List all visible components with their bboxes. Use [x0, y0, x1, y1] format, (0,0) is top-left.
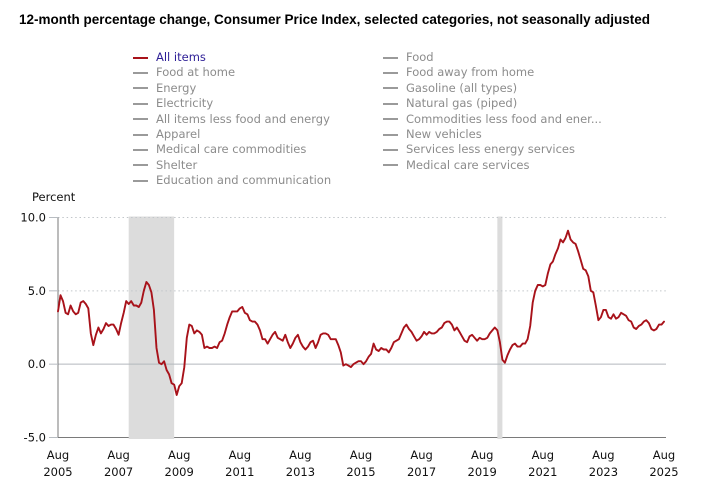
legend-item-shelter[interactable]: Shelter [133, 158, 383, 173]
series-dash-icon [383, 133, 398, 136]
series-dash-icon [133, 72, 148, 75]
legend-item-label: Medical care services [406, 157, 530, 172]
x-tick-label-month: Aug [653, 448, 675, 462]
x-tick-label-year: 2015 [346, 465, 375, 479]
legend-item-all-items-less-food-and-energy[interactable]: All items less food and energy [133, 112, 383, 127]
series-dash-icon [383, 118, 398, 121]
legend-item-label: Food at home [156, 65, 236, 80]
legend-item-education-and-communication[interactable]: Education and communication [133, 173, 383, 188]
recession-band [128, 216, 175, 439]
series-dash-icon [133, 56, 148, 59]
x-tick-label-year: 2009 [165, 465, 194, 479]
legend-item-gasoline-all-types[interactable]: Gasoline (all types) [383, 81, 602, 96]
recession-band [497, 216, 503, 439]
chart-title: 12-month percentage change, Consumer Pri… [19, 12, 650, 27]
legend-item-label: Medical care commodities [156, 142, 307, 157]
legend-item-label: Shelter [156, 157, 198, 172]
x-tick-label-year: 2021 [528, 465, 557, 479]
series-dash-icon [133, 179, 148, 182]
legend-item-label: Energy [156, 80, 197, 95]
legend-item-label: Food away from home [406, 65, 535, 80]
x-tick-label-month: Aug [47, 448, 69, 462]
legend-item-label: Apparel [156, 126, 201, 141]
legend-item-label: All items [156, 49, 206, 64]
legend-item-label: New vehicles [406, 126, 482, 141]
legend-item-new-vehicles[interactable]: New vehicles [383, 127, 602, 142]
chart-legend: All items Food at home Energy Electricity Al… [133, 50, 602, 189]
series-dash-icon [133, 118, 148, 121]
series-dash-icon [383, 102, 398, 105]
x-tick-label-month: Aug [229, 448, 251, 462]
legend-item-commodities-less-food-and-ener[interactable]: Commodities less food and ener... [383, 112, 602, 127]
legend-item-natural-gas-piped[interactable]: Natural gas (piped) [383, 96, 602, 111]
legend-item-label: Services less energy services [406, 142, 575, 157]
legend-item-label: Commodities less food and ener... [406, 111, 602, 126]
x-tick-label-month: Aug [532, 448, 554, 462]
y-axis-title: Percent [32, 190, 76, 204]
x-tick-label-year: 2005 [43, 465, 72, 479]
legend-item-label: Food [406, 49, 434, 64]
legend-item-all-items[interactable]: All items [133, 50, 383, 65]
legend-item-food-at-home[interactable]: Food at home [133, 65, 383, 80]
series-dash-icon [383, 164, 398, 167]
x-tick-label-month: Aug [289, 448, 311, 462]
series-dash-icon [383, 72, 398, 75]
legend-item-label: Natural gas (piped) [406, 96, 518, 111]
series-dash-icon [383, 87, 398, 90]
x-tick-label-year: 2017 [407, 465, 436, 479]
series-dash-icon [383, 56, 398, 59]
legend-item-energy[interactable]: Energy [133, 81, 383, 96]
legend-item-medical-care-commodities[interactable]: Medical care commodities [133, 142, 383, 157]
legend-item-food-away-from-home[interactable]: Food away from home [383, 65, 602, 80]
legend-item-services-less-energy-services[interactable]: Services less energy services [383, 142, 602, 157]
x-tick-label-month: Aug [168, 448, 190, 462]
legend-column-2: Food Food away from home Gasoline (all typ… [383, 50, 602, 189]
x-tick-label-year: 2007 [104, 465, 133, 479]
series-dash-icon [133, 149, 148, 152]
y-tick-label: 5.0 [28, 284, 46, 298]
legend-item-medical-care-services[interactable]: Medical care services [383, 158, 602, 173]
x-tick-label-year: 2013 [286, 465, 315, 479]
x-tick-label-month: Aug [107, 448, 129, 462]
x-tick-label-month: Aug [410, 448, 432, 462]
series-dash-icon [383, 149, 398, 152]
series-line-all-items[interactable] [57, 229, 665, 396]
legend-column-1: All items Food at home Energy Electricity Al… [133, 50, 383, 189]
y-tick-label: 10.0 [20, 211, 46, 225]
y-tick-label: 0.0 [28, 357, 46, 371]
legend-item-apparel[interactable]: Apparel [133, 127, 383, 142]
series-dash-icon [133, 87, 148, 90]
legend-item-label: All items less food and energy [156, 111, 330, 126]
x-tick-label-year: 2023 [589, 465, 618, 479]
x-tick-label-month: Aug [350, 448, 372, 462]
legend-item-electricity[interactable]: Electricity [133, 96, 383, 111]
x-tick-label-month: Aug [592, 448, 614, 462]
x-tick-label-year: 2025 [649, 465, 678, 479]
series-dash-icon [133, 102, 148, 105]
legend-item-label: Education and communication [156, 173, 332, 188]
x-tick-label-year: 2011 [225, 465, 254, 479]
y-tick-label: -5.0 [24, 431, 46, 445]
x-tick-label-year: 2019 [468, 465, 497, 479]
x-tick-label-month: Aug [471, 448, 493, 462]
series-dash-icon [133, 133, 148, 136]
legend-item-label: Electricity [156, 96, 214, 111]
legend-item-label: Gasoline (all types) [406, 80, 518, 95]
series-dash-icon [133, 164, 148, 167]
legend-item-food[interactable]: Food [383, 50, 602, 65]
